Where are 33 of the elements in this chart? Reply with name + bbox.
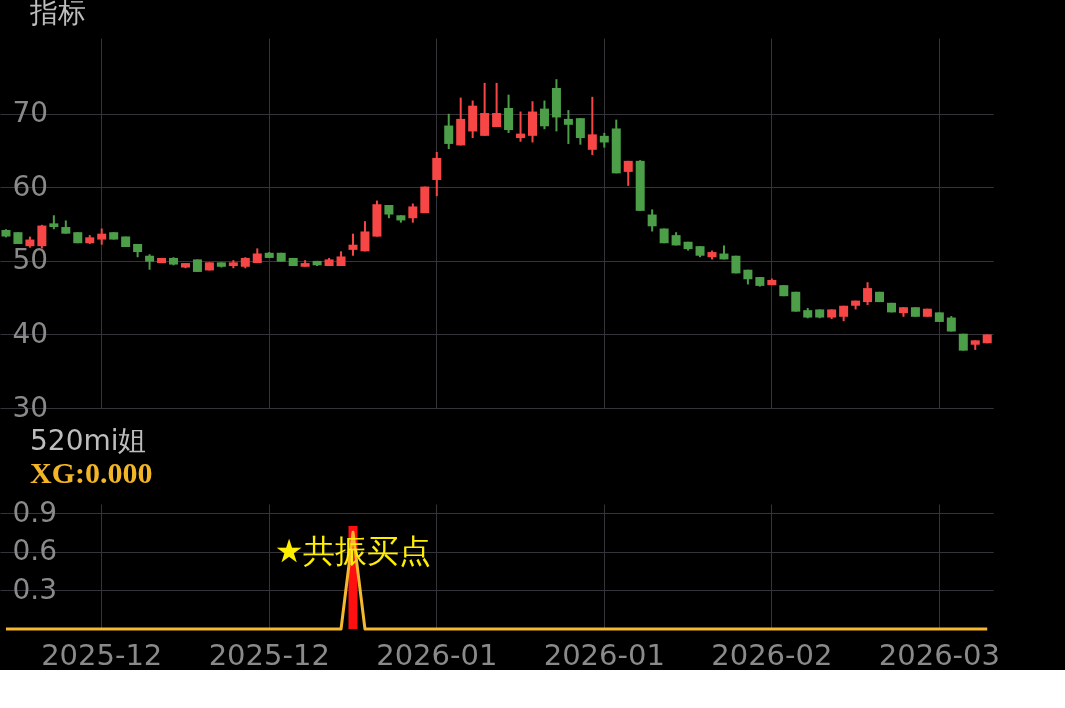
- candlestick: [408, 202, 418, 224]
- x-tick-label: 2026-01: [543, 637, 665, 672]
- candlestick: [492, 81, 502, 129]
- x-tick-label: 2026-01: [376, 637, 498, 672]
- candlestick: [37, 223, 47, 250]
- chart-title: 520mi姐: [30, 424, 147, 458]
- x-tick-label: 2026-02: [711, 637, 833, 672]
- x-tick-label: 2025-12: [208, 637, 330, 672]
- candlestick: [539, 99, 549, 131]
- candlestick: [348, 232, 358, 257]
- y-tick-label: 0.9: [12, 495, 58, 529]
- candlestick: [575, 117, 585, 146]
- x-tick-label: 2025-12: [41, 637, 163, 672]
- candlestick: [587, 95, 597, 156]
- y-tick-label: 0.6: [12, 534, 58, 568]
- candlestick: [360, 220, 370, 253]
- candlestick: [444, 112, 454, 151]
- chart-subtitle: XG:0.000: [30, 456, 153, 490]
- candlestick: [647, 208, 657, 233]
- candlestick: [563, 109, 573, 145]
- candlestick: [480, 81, 490, 137]
- candlestick: [623, 159, 633, 187]
- candlestick: [516, 110, 526, 143]
- y-tick-label: 40: [12, 316, 49, 350]
- candlestick: [432, 151, 442, 198]
- candlestick: [863, 281, 873, 307]
- y-tick-label: 70: [12, 96, 49, 130]
- x-tick-label: 2026-03: [878, 637, 1000, 672]
- y-tick-label: 60: [12, 169, 49, 203]
- y-tick-label: 0.3: [12, 572, 58, 606]
- y-tick-label: 30: [12, 390, 49, 424]
- y-tick-label: 50: [12, 243, 49, 277]
- candlestick: [504, 93, 514, 134]
